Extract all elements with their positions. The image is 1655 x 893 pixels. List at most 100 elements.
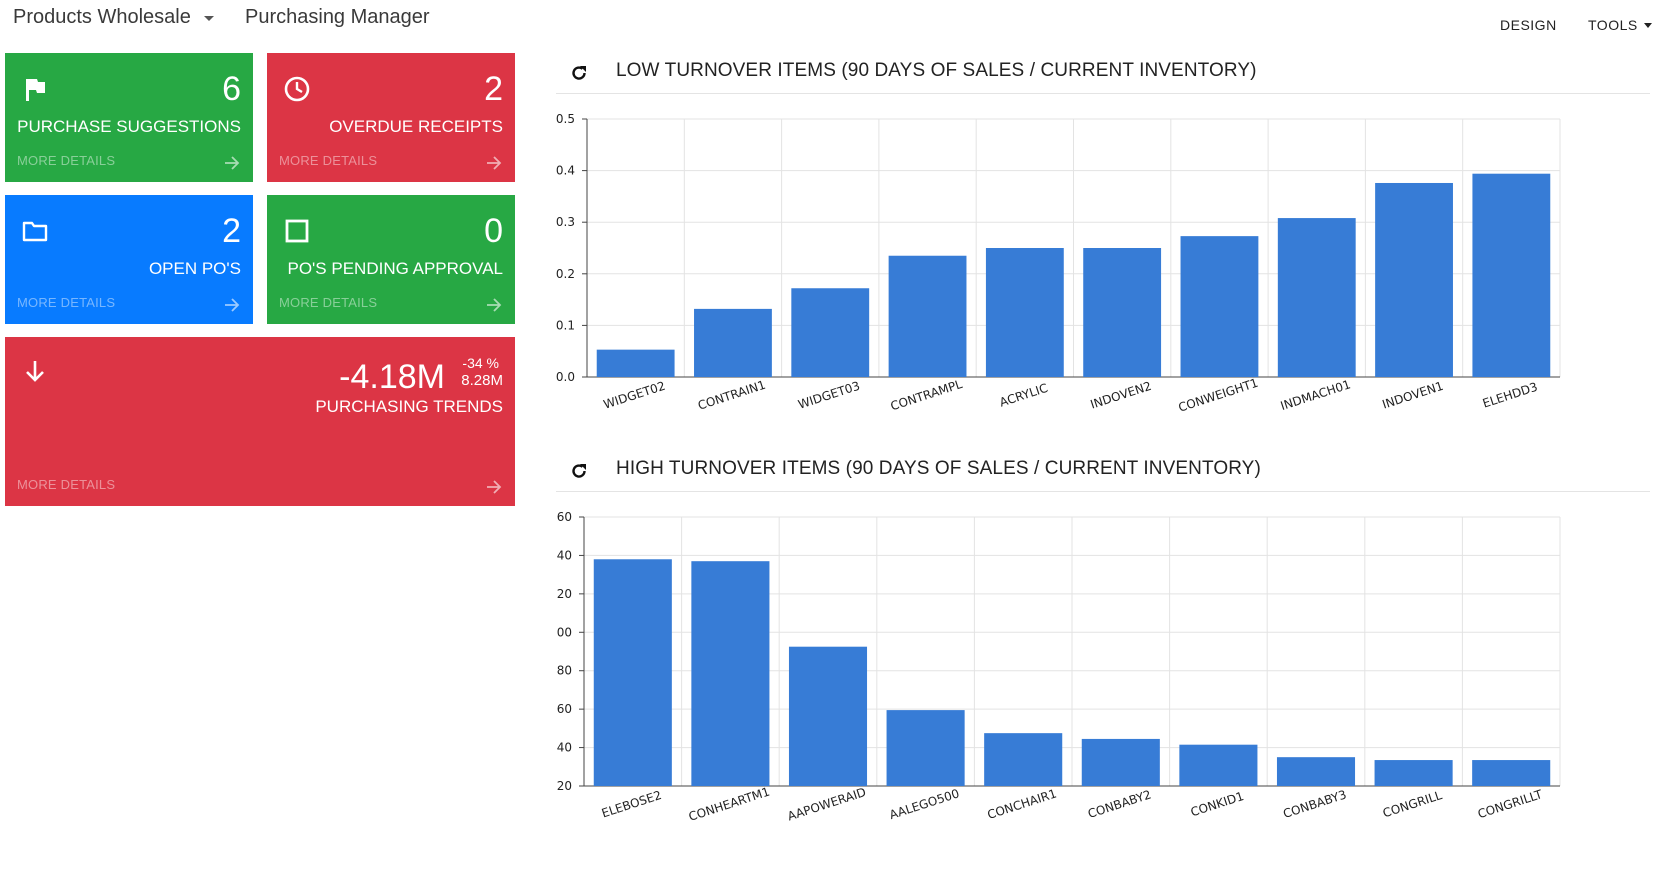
more-details-link[interactable]: MORE DETAILS — [279, 153, 378, 168]
arrow-right-icon[interactable] — [485, 478, 503, 496]
more-details-link[interactable]: MORE DETAILS — [279, 295, 378, 310]
y-tick-label: 160 — [556, 510, 572, 524]
bar-indoven2 — [1083, 248, 1162, 377]
design-menu[interactable]: DESIGN — [1500, 17, 1557, 33]
y-tick-label: 0.4 — [556, 164, 575, 178]
bar-contrain1 — [694, 308, 772, 377]
x-category-label: INDMACH01 — [1279, 377, 1353, 413]
y-tick-label: 60 — [557, 702, 572, 716]
x-category-label: CONTRAIN1 — [696, 378, 767, 413]
pending-approval-label: PO'S PENDING APPROVAL — [287, 259, 504, 278]
high-turnover-bar-chart: 20 40 60 80 100 120 140 160 ELEBOSE2 CONHEARTM1 AA… — [556, 510, 1561, 824]
bar-conbaby2 — [1081, 738, 1160, 786]
company-name[interactable]: Products Wholesale — [13, 6, 191, 28]
high-turnover-chart-title: HIGH TURNOVER ITEMS (90 DAYS OF SALES / … — [616, 458, 1261, 479]
x-category-label: INDOVEN2 — [1089, 379, 1154, 412]
more-details-link[interactable]: MORE DETAILS — [17, 295, 116, 310]
low-turnover-bar-chart: 0.0 0.1 0.2 0.3 0.4 0.5 WIDGET02 CONTRAIN1 WIDGE… — [556, 112, 1561, 415]
bar-conweight1 — [1180, 236, 1259, 377]
pending-approval-count: 0 — [484, 212, 503, 250]
purchase-suggestions-tile[interactable]: 6 PURCHASE SUGGESTIONS MORE DETAILS — [5, 53, 253, 182]
x-category-label: CONGRILLT — [1476, 787, 1545, 821]
arrow-down-icon — [26, 361, 44, 382]
y-tick-label: 140 — [556, 548, 572, 562]
open-pos-count: 2 — [222, 212, 241, 250]
x-category-label: ELEBOSE2 — [600, 788, 663, 821]
bar-conkid1 — [1179, 744, 1258, 786]
square-icon — [285, 219, 309, 243]
purchasing-trends-percent: -34 % — [462, 355, 499, 371]
purchasing-trends-tile[interactable]: -4.18M -34 % 8.28M PURCHASING TRENDS MOR… — [5, 337, 515, 506]
bar-aalego500 — [886, 710, 965, 786]
more-details-link[interactable]: MORE DETAILS — [17, 153, 116, 168]
role-title: Purchasing Manager — [245, 6, 430, 28]
arrow-right-icon[interactable] — [223, 296, 241, 314]
low-turnover-chart-panel: LOW TURNOVER ITEMS (90 DAYS OF SALES / C… — [556, 50, 1650, 445]
x-category-label: WIDGET03 — [796, 379, 861, 412]
bar-indoven1 — [1375, 182, 1453, 377]
bar-congrillt — [1472, 760, 1551, 786]
bar-contrampl — [888, 255, 967, 377]
pending-approval-tile[interactable]: 0 PO'S PENDING APPROVAL MORE DETAILS — [267, 195, 515, 324]
purchasing-trends-label: PURCHASING TRENDS — [315, 397, 503, 416]
bar-congrill — [1374, 760, 1453, 786]
x-category-label: CONGRILL — [1381, 788, 1444, 820]
open-pos-label: OPEN PO'S — [148, 259, 241, 278]
high-turnover-chart-panel: HIGH TURNOVER ITEMS (90 DAYS OF SALES / … — [556, 448, 1650, 888]
purchasing-trends-value: -4.18M — [339, 358, 445, 396]
x-category-label: WIDGET02 — [602, 379, 667, 412]
open-pos-tile[interactable]: 2 OPEN PO'S MORE DETAILS — [5, 195, 253, 324]
bar-widget02 — [596, 349, 675, 377]
bar-conchair1 — [984, 733, 1063, 786]
bar-aapoweraid — [788, 646, 868, 786]
bar-elebose2 — [593, 559, 672, 786]
x-category-label: ACRYLIC — [998, 381, 1050, 410]
x-category-label: CONBABY2 — [1086, 787, 1153, 821]
bar-acrylic — [985, 248, 1064, 377]
x-category-label: CONWEIGHT1 — [1177, 376, 1260, 415]
chart-header: LOW TURNOVER ITEMS (90 DAYS OF SALES / C… — [556, 50, 1650, 94]
y-tick-label: 0.5 — [556, 112, 575, 126]
purchasing-trends-previous: 8.28M — [461, 372, 503, 389]
x-category-label: ELEHDD3 — [1481, 380, 1540, 411]
y-tick-label: 100 — [556, 625, 572, 639]
bar-indmach01 — [1277, 218, 1356, 377]
overdue-receipts-tile[interactable]: 2 OVERDUE RECEIPTS MORE DETAILS — [267, 53, 515, 182]
chevron-down-icon[interactable] — [1643, 22, 1652, 28]
x-category-label: CONKID1 — [1189, 789, 1246, 819]
y-tick-label: 0.2 — [556, 267, 575, 281]
x-category-label: CONCHAIR1 — [986, 786, 1059, 822]
x-category-label: CONBABY3 — [1281, 787, 1348, 821]
y-tick-label: 20 — [557, 779, 572, 793]
overdue-receipts-count: 2 — [484, 70, 503, 108]
x-category-label: CONHEARTM1 — [687, 784, 772, 823]
bar-conheartm1 — [691, 561, 770, 786]
y-tick-label: 0.1 — [556, 318, 575, 332]
y-tick-label: 120 — [556, 587, 572, 601]
refresh-icon[interactable] — [570, 64, 588, 82]
arrow-right-icon[interactable] — [223, 154, 241, 172]
y-tick-label: 80 — [557, 664, 572, 678]
arrow-right-icon[interactable] — [485, 296, 503, 314]
more-details-link[interactable]: MORE DETAILS — [17, 477, 116, 492]
bar-elehdd3 — [1472, 173, 1551, 377]
y-tick-label: 40 — [557, 741, 572, 755]
folder-icon — [22, 221, 48, 242]
bar-conbaby3 — [1276, 757, 1356, 786]
x-category-label: AALEGO500 — [888, 786, 961, 822]
chart-header: HIGH TURNOVER ITEMS (90 DAYS OF SALES / … — [556, 448, 1650, 492]
tools-menu-label[interactable]: TOOLS — [1588, 17, 1638, 33]
y-tick-label: 0.3 — [556, 215, 575, 229]
refresh-icon[interactable] — [570, 462, 588, 480]
bar-widget03 — [791, 288, 870, 377]
x-category-label: AAPOWERAID — [786, 785, 868, 824]
x-category-label: INDOVEN1 — [1380, 379, 1445, 412]
low-turnover-chart-title: LOW TURNOVER ITEMS (90 DAYS OF SALES / C… — [616, 60, 1257, 81]
tools-menu[interactable]: TOOLS — [1588, 17, 1652, 33]
flag-icon — [26, 79, 45, 101]
chevron-down-icon[interactable] — [203, 16, 214, 21]
company-selector[interactable]: Products Wholesale — [13, 6, 214, 29]
top-header: Products Wholesale Purchasing Manager DE… — [0, 0, 1655, 40]
arrow-right-icon[interactable] — [485, 154, 503, 172]
purchase-suggestions-count: 6 — [222, 70, 241, 108]
